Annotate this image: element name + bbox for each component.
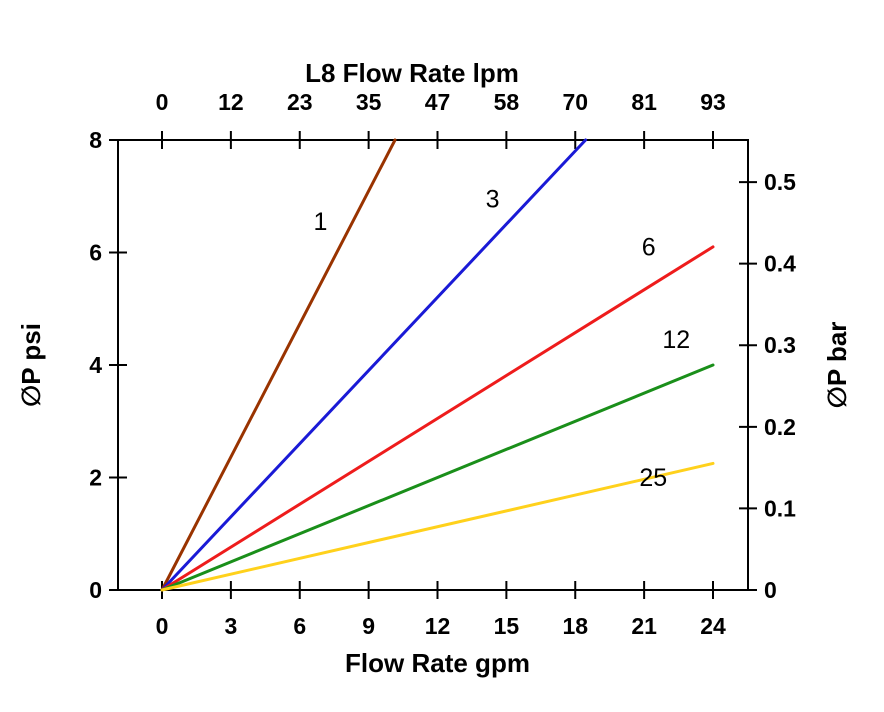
y-axis-tick-label: 0: [89, 577, 102, 603]
series-line-1: [160, 138, 397, 592]
y-axis-tick-label: 4: [89, 352, 102, 378]
right-axis-tick-label: 0.3: [764, 332, 796, 358]
right-axis-title: ∅P bar: [822, 322, 852, 409]
x-axis-tick-label: 24: [700, 613, 726, 639]
x-axis-tick-label: 18: [562, 613, 588, 639]
top-axis-tick-label: 70: [562, 89, 588, 115]
x-axis-tick-label: 21: [631, 613, 657, 639]
series-label-3: 3: [486, 186, 500, 214]
top-axis-tick-label: 0: [156, 89, 169, 115]
right-axis-tick-label: 0: [764, 577, 777, 603]
top-axis-title: L8 Flow Rate lpm: [305, 58, 519, 88]
y-axis-tick-label: 2: [89, 465, 102, 491]
top-axis-tick-label: 93: [700, 89, 726, 115]
y-axis-tick-label: 8: [89, 127, 102, 153]
x-axis-tick-label: 6: [293, 613, 306, 639]
top-axis-tick-label: 81: [631, 89, 657, 115]
top-axis-tick-label: 47: [425, 89, 451, 115]
y-axis-title: ∅P psi: [16, 323, 46, 407]
x-axis-tick-label: 0: [156, 613, 169, 639]
series-line-6: [160, 245, 715, 592]
x-axis-tick-label: 3: [224, 613, 237, 639]
right-axis-tick-label: 0.2: [764, 414, 796, 440]
series-label-1: 1: [313, 208, 327, 236]
series-label-25: 25: [639, 464, 667, 492]
x-axis-tick-label: 9: [362, 613, 375, 639]
x-axis-tick-label: 12: [425, 613, 451, 639]
x-axis-title: Flow Rate gpm: [345, 648, 530, 678]
x-axis-tick-label: 15: [494, 613, 520, 639]
top-axis-tick-label: 35: [356, 89, 382, 115]
right-axis-tick-label: 0.5: [764, 169, 796, 195]
series-label-6: 6: [642, 233, 656, 261]
plot-frame: [117, 139, 749, 591]
series-line-3: [160, 138, 588, 592]
top-axis-tick-label: 58: [494, 89, 520, 115]
series-line-25: [160, 461, 715, 592]
series-line-12: [160, 363, 715, 592]
right-axis-tick-label: 0.4: [764, 251, 796, 277]
top-axis-tick-label: 23: [287, 89, 313, 115]
series-label-12: 12: [662, 326, 690, 354]
right-axis-tick-label: 0.1: [764, 495, 796, 521]
top-axis-tick-label: 12: [218, 89, 244, 115]
y-axis-tick-label: 6: [89, 240, 102, 266]
